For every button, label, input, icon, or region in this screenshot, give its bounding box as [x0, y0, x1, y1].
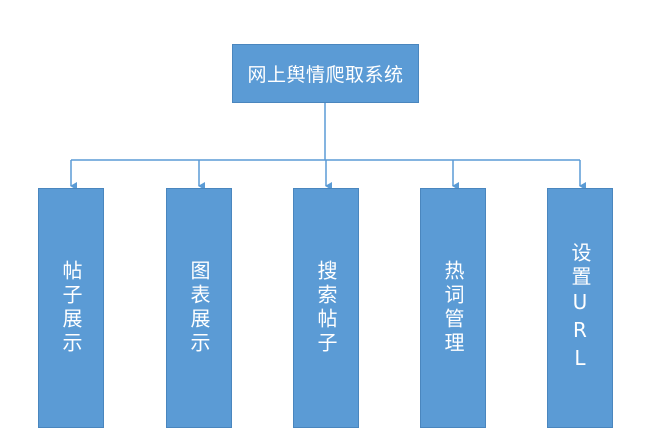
module-label-chart-display: 图表展示: [187, 260, 211, 356]
module-label-post-display: 帖子展示: [59, 260, 83, 356]
module-node-set-url: 设置URL: [547, 188, 613, 428]
module-node-search-posts: 搜索帖子: [293, 188, 359, 428]
module-label-hotword-management: 热词管理: [441, 260, 465, 356]
module-node-post-display: 帖子展示: [38, 188, 104, 428]
module-label-search-posts: 搜索帖子: [314, 260, 338, 356]
module-node-hotword-management: 热词管理: [420, 188, 486, 428]
root-node-label: 网上舆情爬取系统: [247, 64, 404, 86]
module-node-chart-display: 图表展示: [166, 188, 232, 428]
module-label-set-url: 设置URL: [568, 242, 592, 374]
root-node: 网上舆情爬取系统: [232, 44, 419, 103]
